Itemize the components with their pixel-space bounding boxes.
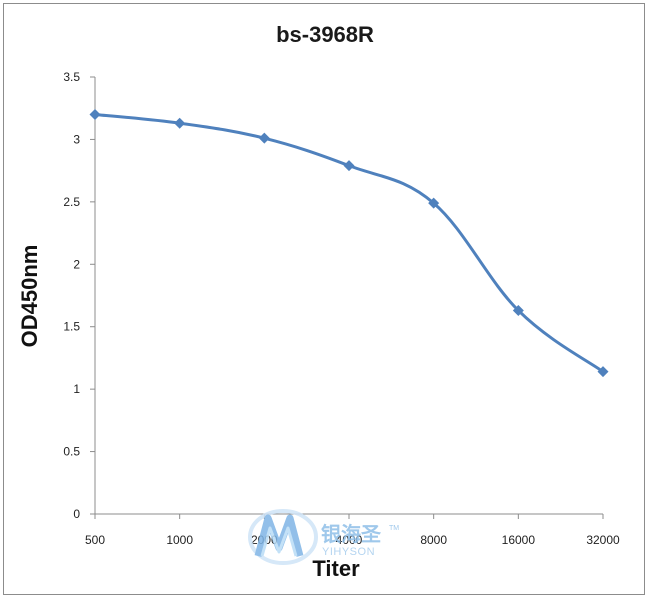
data-point xyxy=(597,366,609,378)
data-point xyxy=(258,132,270,144)
y-tick-label: 3 xyxy=(73,132,80,146)
data-point xyxy=(174,117,186,129)
y-axis-label: OD450nm xyxy=(17,245,42,348)
y-tick-label: 1 xyxy=(73,382,80,396)
x-tick-label: 8000 xyxy=(420,533,447,547)
watermark-english-text: YIHYSON xyxy=(322,546,375,558)
y-tick-group: 0 0.5 1 1.5 2 2.5 3 3.5 xyxy=(63,70,95,521)
y-tick-label: 0.5 xyxy=(63,445,80,459)
chart-frame xyxy=(3,3,645,595)
x-tick-label: 500 xyxy=(85,533,105,547)
series-line xyxy=(94,112,604,373)
watermark-logo: 银海圣 TM YIHYSON xyxy=(248,509,399,565)
x-tick-label: 4000 xyxy=(336,533,363,547)
x-tick-label: 32000 xyxy=(586,533,620,547)
watermark-ring xyxy=(248,509,318,565)
y-tick-label: 1.5 xyxy=(63,320,80,334)
data-point xyxy=(343,160,355,172)
watermark-tm: TM xyxy=(389,525,399,532)
x-tick-label: 16000 xyxy=(502,533,536,547)
watermark-m-inner xyxy=(260,526,298,557)
chart-title: bs-3968R xyxy=(276,22,374,47)
y-tick-label: 3.5 xyxy=(63,70,80,84)
data-point xyxy=(512,304,524,316)
watermark-chinese-text: 银海圣 xyxy=(321,522,382,546)
data-point xyxy=(89,108,101,120)
series-group xyxy=(89,108,609,378)
y-tick-label: 0 xyxy=(73,507,80,521)
y-tick-label: 2.5 xyxy=(63,195,80,209)
x-tick-label: 1000 xyxy=(166,533,193,547)
data-point xyxy=(428,197,440,209)
y-tick-label: 2 xyxy=(73,257,80,271)
x-axis-label: Titer xyxy=(312,556,360,581)
